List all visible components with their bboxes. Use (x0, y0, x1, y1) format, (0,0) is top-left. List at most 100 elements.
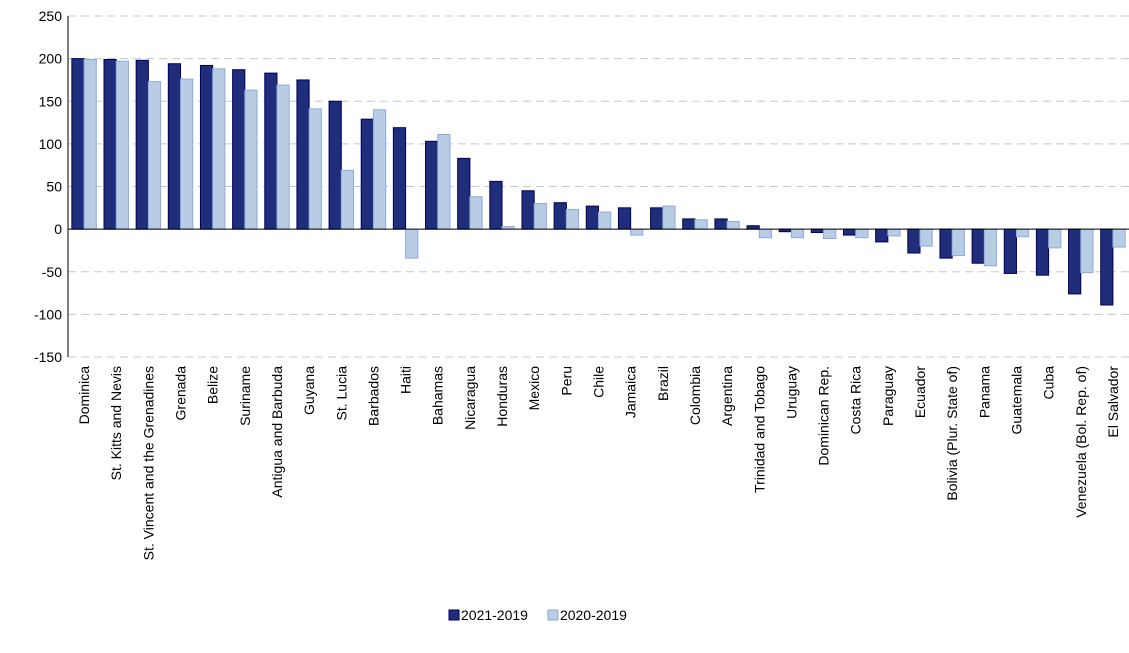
legend-label: 2020-2019 (560, 607, 627, 623)
bar (521, 190, 535, 230)
x-tick-label: Mexico (526, 366, 542, 411)
legend-swatch (547, 609, 559, 621)
x-tick-label: Nicaragua (462, 366, 478, 430)
bar (875, 228, 889, 243)
bar (919, 228, 933, 247)
bar (1080, 228, 1094, 274)
bar (585, 205, 599, 230)
bar (598, 211, 612, 230)
bar (907, 228, 921, 254)
x-tick-label: Colombia (687, 366, 703, 425)
bar (1068, 228, 1082, 295)
bar (296, 79, 310, 230)
y-tick-label: -150 (34, 349, 62, 365)
bar (790, 228, 805, 239)
legend-label: 2021-2019 (461, 607, 528, 623)
bar (244, 89, 258, 230)
bar (180, 78, 194, 230)
bar (360, 118, 374, 230)
bar (1048, 228, 1062, 249)
x-tick-label: St. Lucia (333, 366, 349, 421)
bar (340, 169, 355, 230)
y-tick-label: 100 (39, 136, 63, 152)
x-tick-label: Costa Rica (848, 366, 864, 435)
bar (308, 108, 322, 230)
bar (437, 133, 451, 230)
x-tick-label: Guyana (301, 366, 317, 415)
x-tick-label: Peru (558, 366, 574, 396)
bar (103, 58, 117, 230)
x-tick-label: Dominica (76, 366, 92, 425)
bar (565, 209, 580, 230)
bar (328, 100, 342, 230)
bar (199, 64, 214, 230)
bar (758, 228, 772, 239)
bar (405, 228, 419, 259)
bar (662, 205, 676, 230)
bar (1100, 228, 1114, 306)
bar (726, 220, 740, 230)
bar (617, 207, 632, 230)
bar (276, 84, 290, 230)
bar (553, 202, 567, 230)
y-tick-label: 200 (39, 51, 63, 67)
bar (212, 68, 226, 230)
bar (810, 228, 825, 234)
bar (115, 60, 129, 230)
bar (951, 228, 965, 257)
x-tick-label: El Salvador (1105, 366, 1121, 438)
bar (533, 203, 547, 230)
x-tick-label: Uruguay (783, 366, 799, 419)
x-tick-label: Suriname (237, 366, 253, 426)
x-tick-label: Haiti (398, 366, 414, 394)
bar (971, 228, 985, 264)
bar (232, 69, 246, 230)
bar (425, 140, 439, 230)
legend-swatch (448, 609, 460, 621)
bar (1003, 228, 1017, 274)
bar (650, 207, 664, 230)
x-tick-label: Cuba (1041, 366, 1057, 400)
bar (83, 58, 97, 230)
x-tick-label: Chile (591, 366, 607, 398)
bar (1015, 228, 1030, 238)
x-tick-label: Barbados (365, 366, 381, 426)
x-tick-label: Trinidad and Tobago (751, 366, 767, 493)
x-tick-label: Antigua and Barbuda (269, 366, 285, 498)
x-tick-label: Dominican Rep. (816, 366, 832, 466)
y-tick-label: 0 (54, 221, 62, 237)
y-tick-label: 50 (46, 179, 62, 195)
bar (887, 228, 901, 237)
bar (855, 228, 869, 239)
bar (1035, 228, 1050, 276)
y-tick-label: 250 (39, 8, 63, 24)
y-tick-label: 150 (39, 93, 63, 109)
x-tick-label: Honduras (494, 366, 510, 427)
bar (694, 219, 708, 230)
x-tick-label: Belize (205, 366, 221, 404)
bar (489, 180, 503, 230)
x-tick-label: Jamaica (623, 366, 639, 418)
x-tick-label: Ecuador (912, 366, 928, 418)
bar (746, 225, 760, 230)
bar (135, 59, 149, 230)
bar (469, 196, 483, 230)
bar (457, 157, 471, 230)
x-tick-label: Bahamas (430, 366, 446, 425)
bar (842, 228, 857, 236)
x-tick-label: Grenada (173, 366, 189, 421)
bar (939, 228, 953, 259)
y-tick-label: -50 (42, 264, 62, 280)
bar (1112, 228, 1126, 248)
x-tick-label: Panama (976, 366, 992, 418)
x-tick-label: Argentina (719, 366, 735, 426)
bar (392, 127, 407, 230)
bar (714, 218, 728, 230)
bar (147, 81, 162, 230)
y-tick-label: -100 (34, 306, 62, 322)
bar (264, 72, 278, 230)
bar (372, 109, 387, 230)
bar (682, 218, 696, 230)
x-tick-label: Brazil (655, 366, 671, 401)
